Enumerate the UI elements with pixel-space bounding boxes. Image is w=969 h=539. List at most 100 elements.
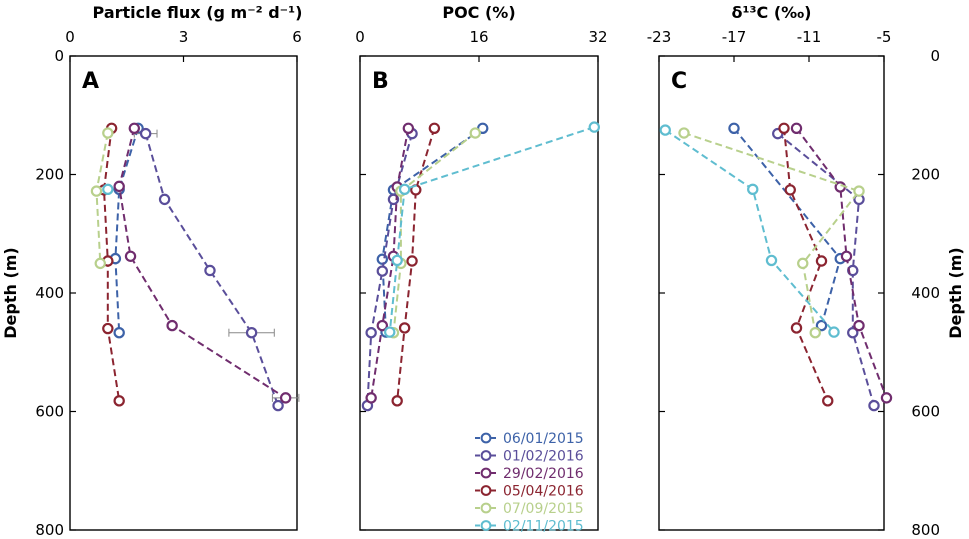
- data-point: [868, 399, 880, 412]
- chart-panels: Particle flux (g m⁻² d⁻¹) 0 3 6 A POC (%) 0 16 3…: [65, 3, 893, 531]
- data-point: [102, 183, 114, 196]
- data-point: [102, 322, 114, 335]
- x-tick-label: -11: [797, 28, 822, 46]
- y-axes: 0 0 200 200 400 400 600 600 800 800 Depth (m) Depth…: [1, 47, 965, 539]
- data-point: [469, 127, 481, 139]
- series-01-02-2016: [361, 127, 418, 412]
- legend-item: 01/02/2016: [475, 449, 584, 465]
- series-line: [388, 126, 595, 333]
- data-point: [853, 319, 865, 332]
- series-05-04-2016: [391, 122, 441, 407]
- x-tick-label: 0: [355, 28, 365, 46]
- legend-label: 06/01/2015: [503, 431, 584, 447]
- series-line: [683, 132, 861, 333]
- data-point: [90, 185, 103, 197]
- x-axis-title: POC (%): [442, 3, 515, 22]
- series-07-09-2015: [678, 127, 865, 339]
- data-point: [815, 319, 828, 332]
- y-axis-title-left: Depth (m): [1, 247, 20, 339]
- data-point: [853, 185, 865, 197]
- data-point: [166, 319, 178, 332]
- data-point: [279, 392, 292, 404]
- legend-label: 05/04/2016: [503, 484, 584, 500]
- legend-marker: [480, 502, 492, 514]
- data-point: [398, 322, 411, 334]
- legend-label: 02/11/2015: [503, 519, 584, 535]
- y-tick-label-right: 200: [911, 166, 940, 184]
- series-02-11-2015: [659, 124, 840, 338]
- panel-label: A: [82, 69, 99, 94]
- x-tick-label: -5: [877, 28, 892, 46]
- data-point: [376, 265, 389, 277]
- x-tick-label: 6: [292, 28, 302, 46]
- panel-label: C: [671, 69, 687, 94]
- y-tick-label-right: 800: [911, 521, 940, 539]
- data-point: [778, 122, 790, 134]
- series-07-09-2015: [387, 127, 481, 339]
- series-29-02-2016: [365, 122, 415, 404]
- plot-frame: [658, 55, 885, 531]
- data-point: [139, 127, 152, 140]
- legend-marker: [480, 485, 492, 496]
- data-point: [815, 255, 828, 267]
- x-tick-label: 32: [588, 28, 607, 46]
- data-point: [765, 254, 778, 267]
- data-point: [124, 250, 137, 262]
- legend-item: 07/09/2015: [475, 501, 584, 517]
- x-tick-label: 16: [469, 28, 488, 46]
- x-axis-title: δ¹³C (‰): [732, 3, 812, 22]
- data-point: [376, 319, 389, 332]
- y-tick-label-left: 0: [54, 47, 64, 65]
- data-point: [128, 122, 141, 134]
- series-line: [118, 128, 287, 399]
- y-tick-label-left: 200: [35, 166, 64, 184]
- data-point: [402, 122, 415, 134]
- panel-c: δ¹³C (‰) -23 -17 -11 -5 C: [647, 3, 893, 531]
- data-point: [797, 257, 809, 270]
- series-line: [370, 128, 410, 399]
- data-point: [365, 392, 377, 404]
- x-tick-label: 0: [65, 28, 75, 46]
- data-point: [822, 395, 834, 407]
- series-line: [664, 129, 835, 333]
- panel-a: Particle flux (g m⁻² d⁻¹) 0 3 6 A: [65, 3, 302, 531]
- series-29-02-2016: [113, 122, 300, 404]
- data-point: [678, 127, 690, 139]
- y-tick-label-right: 600: [911, 403, 940, 421]
- series-line: [381, 127, 484, 333]
- data-point: [384, 326, 396, 338]
- data-point: [398, 183, 411, 196]
- data-point: [391, 254, 403, 267]
- x-tick-label: 3: [179, 28, 189, 46]
- data-point: [828, 326, 840, 338]
- y-tick-label-right: 400: [911, 284, 940, 302]
- y-axis-title-right: Depth (m): [946, 247, 965, 339]
- data-point: [406, 255, 418, 267]
- data-point: [158, 193, 171, 206]
- data-point: [847, 326, 859, 339]
- legend-marker: [480, 520, 492, 531]
- series-01-02-2016: [772, 127, 880, 412]
- legend-label: 01/02/2016: [503, 449, 584, 465]
- data-point: [588, 121, 600, 133]
- series-line: [144, 133, 280, 406]
- series-02-11-2015: [384, 121, 600, 338]
- x-tick-label: -17: [722, 28, 747, 46]
- legend-marker: [480, 450, 492, 461]
- data-point: [784, 184, 796, 196]
- series-02-11-2015: [102, 183, 114, 196]
- legend-label: 29/02/2016: [503, 466, 584, 482]
- panel-label: B: [372, 69, 389, 94]
- legend-label: 07/09/2015: [503, 501, 584, 517]
- series-line: [795, 127, 888, 399]
- legend-item: 29/02/2016: [475, 466, 584, 482]
- legend-item: 06/01/2015: [475, 431, 584, 447]
- data-point: [790, 322, 803, 334]
- legend-item: 02/11/2015: [475, 519, 584, 535]
- panel-b: POC (%) 0 16 32 B: [355, 3, 608, 531]
- data-point: [102, 127, 114, 139]
- y-tick-label-left: 400: [35, 284, 64, 302]
- data-point: [113, 326, 125, 339]
